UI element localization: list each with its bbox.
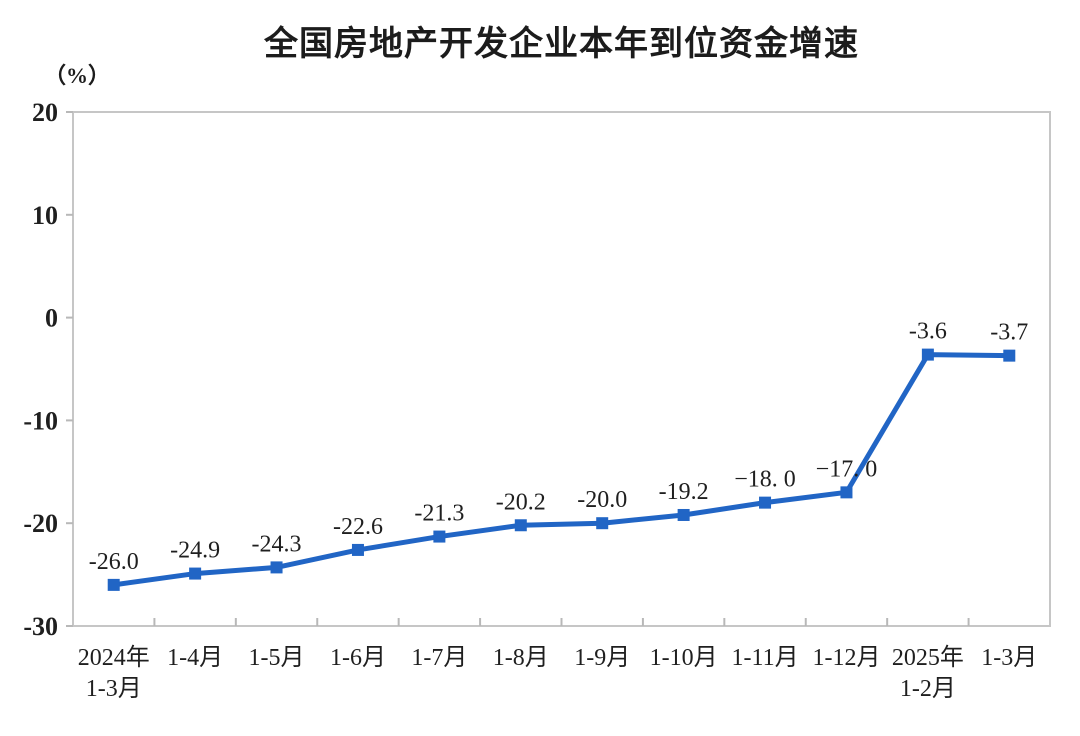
- data-point-label: −18. 0: [734, 467, 796, 493]
- data-point-marker: [840, 486, 853, 499]
- data-point-marker: [107, 578, 120, 591]
- data-point-label: −17. 0: [816, 456, 878, 482]
- data-point-label: -21.3: [414, 501, 464, 527]
- data-point-marker: [677, 508, 690, 521]
- x-tick-label: 2025年 1-2月: [892, 644, 964, 702]
- y-tick-label: -10: [23, 406, 58, 435]
- data-point-marker: [921, 348, 934, 361]
- data-point-label: -24.9: [170, 538, 220, 564]
- data-point-label: -19.2: [659, 479, 709, 505]
- data-point-marker: [514, 519, 527, 532]
- data-point-marker: [1003, 349, 1016, 362]
- y-tick-label: -20: [23, 509, 58, 538]
- y-axis-unit-label: （%）: [44, 63, 111, 88]
- data-line: [111, 352, 1012, 588]
- data-point-marker: [189, 567, 202, 580]
- x-tick-label: 1-9月: [574, 645, 630, 671]
- y-tick-label: 10: [32, 201, 58, 230]
- data-point-label: -24.3: [252, 531, 302, 557]
- x-tick-label: 1-3月: [981, 645, 1037, 671]
- data-point-label: -26.0: [89, 549, 139, 575]
- data-point-marker: [433, 530, 446, 543]
- x-tick-label: 1-12月: [812, 645, 880, 671]
- data-point-label: -3.6: [909, 319, 947, 345]
- x-tick-label: 1-7月: [411, 645, 467, 671]
- x-tick-label: 2024年 1-3月: [78, 644, 150, 702]
- data-point-label: -20.0: [577, 487, 627, 513]
- data-point-marker: [759, 496, 772, 509]
- x-tick-label: 1-6月: [330, 645, 386, 671]
- data-point-marker: [351, 543, 364, 556]
- data-point-label: -3.7: [990, 320, 1028, 346]
- chart-title: 全国房地产开发企业本年到位资金增速: [264, 25, 859, 63]
- x-tick-label: 1-5月: [249, 645, 305, 671]
- y-tick-label: 20: [32, 98, 58, 127]
- x-tick-label: 1-10月: [650, 645, 718, 671]
- y-tick-label: 0: [45, 304, 58, 333]
- x-tick-label: 1-4月: [167, 645, 223, 671]
- x-tick-label: 1-11月: [731, 645, 798, 671]
- y-tick-label: -30: [23, 612, 58, 641]
- data-point-marker: [596, 517, 609, 530]
- data-point-label: -22.6: [333, 514, 383, 540]
- x-tick-label: 1-8月: [493, 645, 549, 671]
- data-point-label: -20.2: [496, 489, 546, 515]
- data-point-marker: [270, 561, 283, 574]
